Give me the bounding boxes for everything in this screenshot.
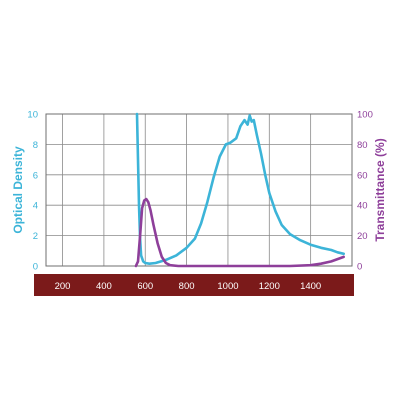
y-right-tick-labels: 0 20 40 60 80 100	[357, 110, 373, 273]
optical-density-line	[135, 112, 345, 265]
x-tick-label: 200	[55, 281, 71, 292]
y-right-tick-label: 100	[357, 110, 373, 121]
x-tick-label: 1000	[217, 281, 238, 292]
transmittance-line	[134, 197, 345, 268]
y-left-tick-label: 0	[33, 262, 38, 273]
y-left-axis-label: Optical Density	[11, 146, 25, 234]
series-layer	[134, 112, 345, 268]
y-left-tick-label: 8	[33, 140, 38, 151]
y-right-tick-label: 80	[357, 140, 368, 151]
y-left-tick-label: 4	[33, 201, 38, 212]
y-right-tick-label: 60	[357, 170, 368, 181]
y-left-tick-label: 2	[33, 231, 38, 242]
x-axis-band	[34, 274, 354, 296]
grid	[45, 113, 353, 267]
y-right-tick-label: 40	[357, 201, 368, 212]
y-left-tick-labels: 0 2 4 6 8 10	[27, 110, 38, 273]
y-right-tick-label: 20	[357, 231, 368, 242]
x-tick-label: 800	[179, 281, 195, 292]
x-tick-label: 1400	[300, 281, 321, 292]
y-left-tick-label: 10	[27, 110, 38, 121]
x-tick-label: 1200	[259, 281, 280, 292]
x-tick-label: 400	[96, 281, 112, 292]
x-tick-labels: 200 400 600 800 1000 1200 1400	[55, 281, 322, 292]
y-right-axis-label: Transmittance (%)	[373, 138, 387, 241]
y-left-tick-label: 6	[33, 170, 38, 181]
x-tick-label: 600	[137, 281, 153, 292]
y-right-tick-label: 0	[357, 262, 362, 273]
